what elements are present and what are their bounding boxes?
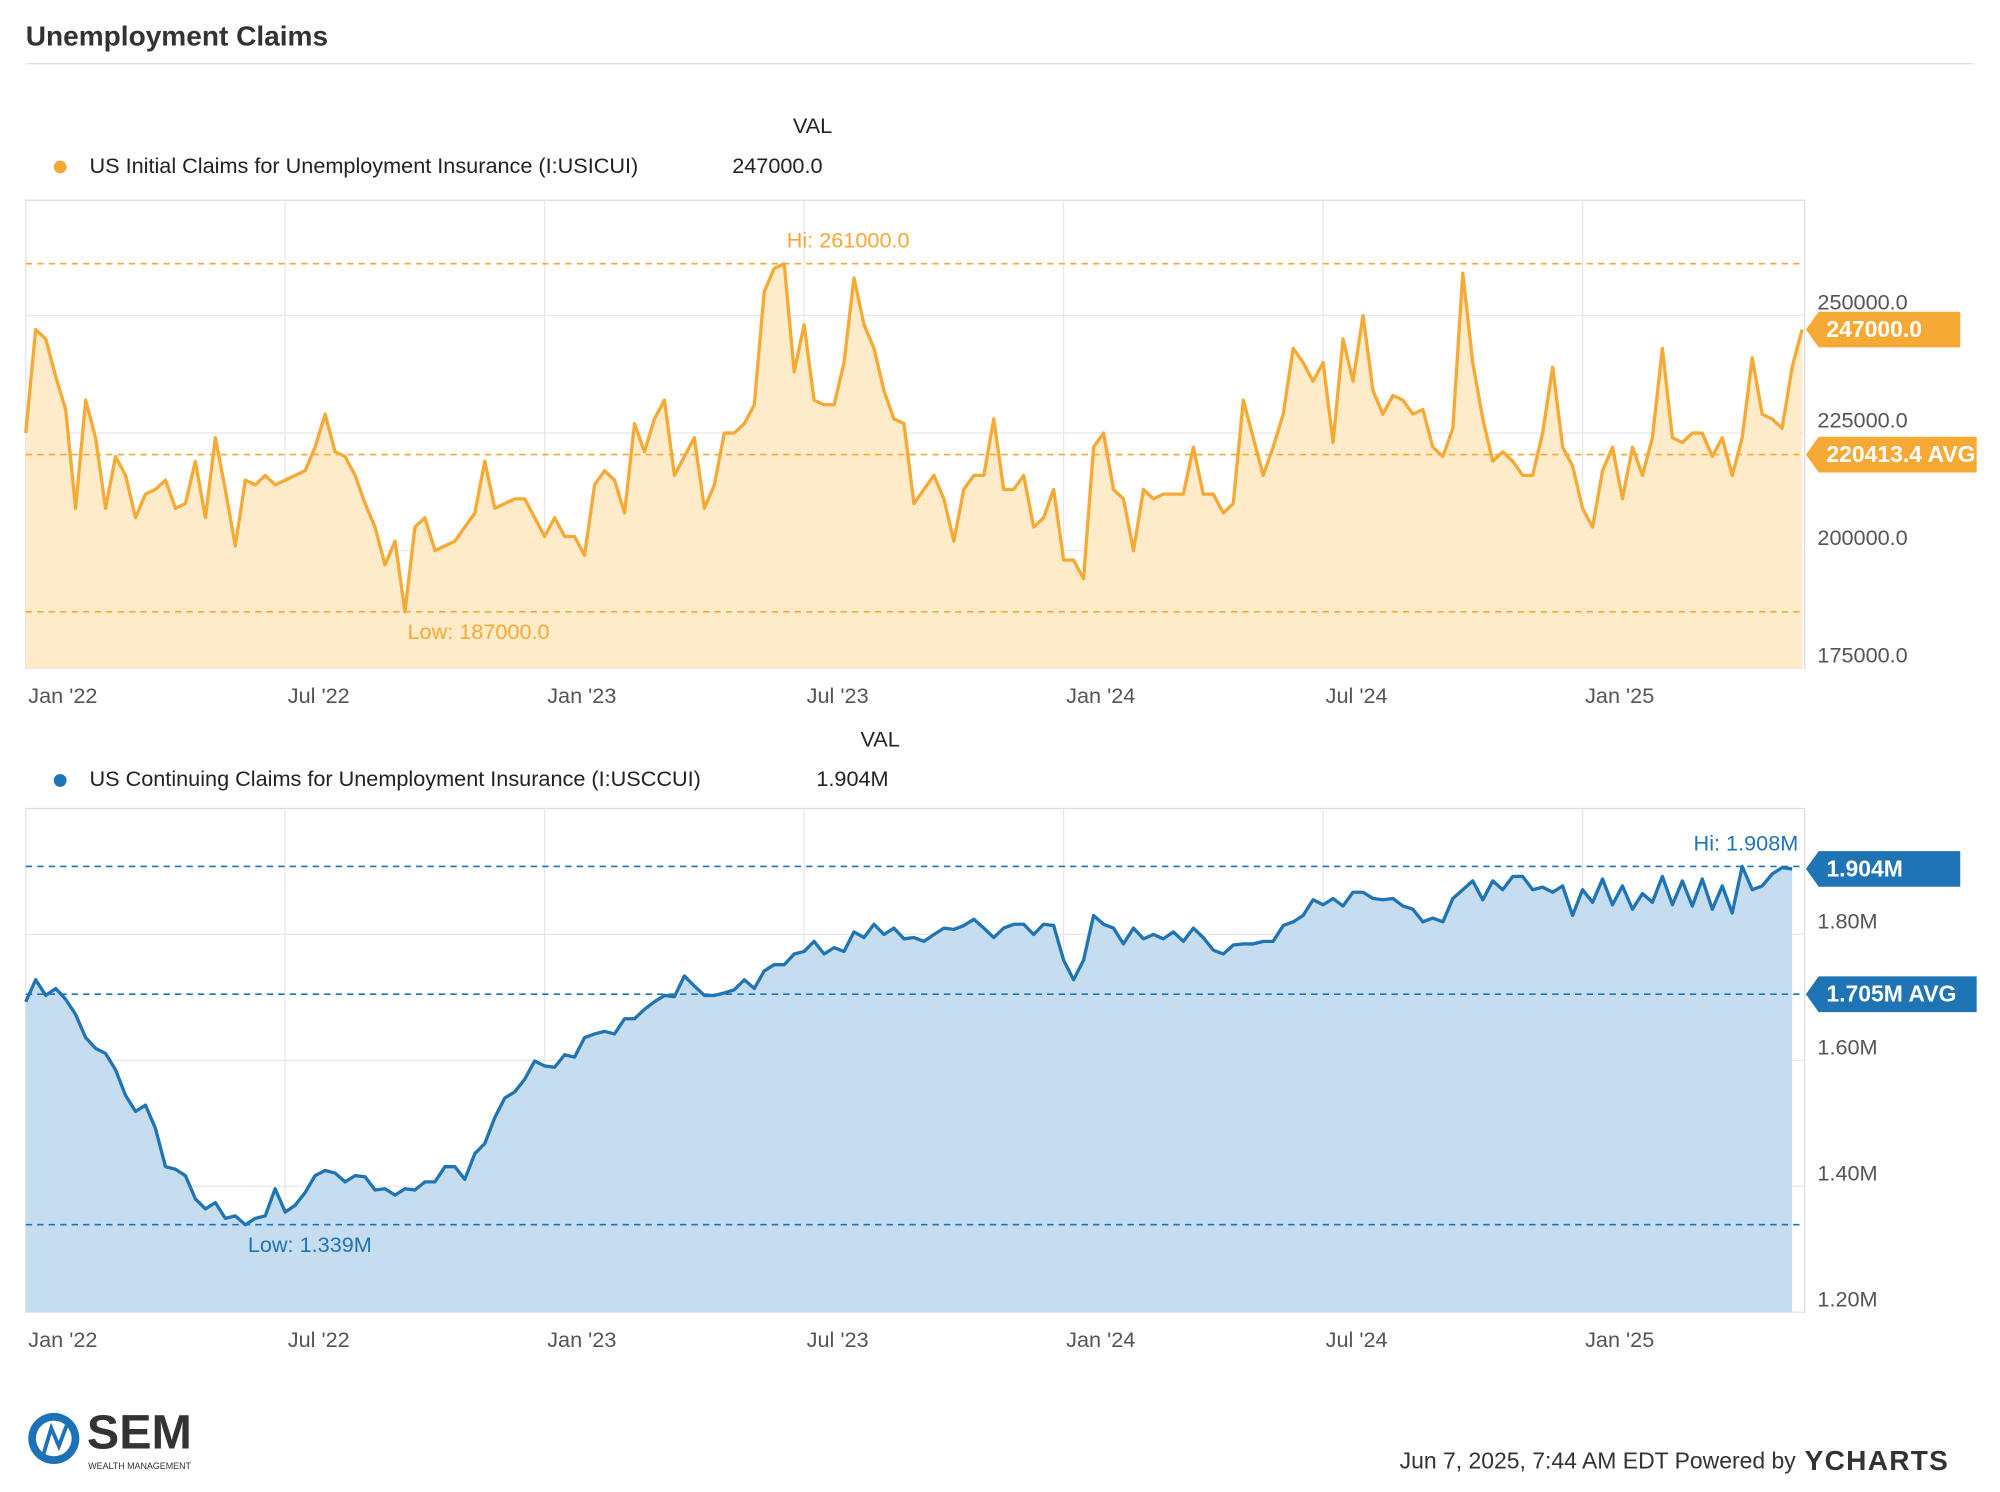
- x-tick-label: Jul '22: [288, 1327, 350, 1352]
- legend-label: US Initial Claims for Unemployment Insur…: [89, 153, 638, 178]
- x-tick-label: Jan '24: [1066, 683, 1135, 708]
- y-tick-label: 225000.0: [1817, 407, 1907, 432]
- current-badge-label: 247000.0: [1826, 316, 1922, 342]
- column-header: VAL: [860, 727, 899, 752]
- average-badge-shape: [1805, 976, 1977, 1013]
- low-label: Low: 1.339M: [248, 1232, 372, 1257]
- average-badge: 220413.4 AVG: [1805, 436, 1977, 473]
- y-tick-label: 250000.0: [1817, 290, 1907, 315]
- x-tick-label: Jan '22: [28, 1327, 97, 1352]
- y-tick-label: 1.20M: [1817, 1286, 1877, 1311]
- x-tick-label: Jan '25: [1585, 683, 1654, 708]
- x-tick-label: Jul '22: [288, 683, 350, 708]
- x-tick-label: Jul '24: [1326, 683, 1388, 708]
- column-header: VAL: [793, 113, 832, 138]
- ycharts-brand: YCHARTS: [1805, 1445, 1950, 1476]
- x-tick-label: Jan '22: [28, 683, 97, 708]
- current-badge: 1.904M: [1805, 851, 1961, 887]
- y-tick-label: 1.40M: [1817, 1161, 1877, 1186]
- x-tick-label: Jan '23: [547, 683, 616, 708]
- x-tick-label: Jul '23: [807, 1327, 869, 1352]
- legend-value: 1.904M: [816, 766, 888, 791]
- average-badge-label: 1.705M AVG: [1826, 981, 1956, 1007]
- legend-marker: [53, 160, 67, 174]
- logo-subtext: WEALTH MANAGEMENT: [88, 1461, 191, 1471]
- average-badge: 1.705M AVG: [1805, 976, 1977, 1013]
- area-fill: [25, 866, 1793, 1313]
- series-line: [24, 262, 1804, 614]
- legend-label: US Continuing Claims for Unemployment In…: [89, 766, 700, 791]
- x-tick-label: Jul '23: [807, 683, 869, 708]
- y-tick-label: 200000.0: [1817, 525, 1907, 550]
- current-badge: 247000.0: [1805, 311, 1961, 348]
- average-badge-label: 220413.4 AVG: [1826, 441, 1975, 467]
- legend-value: 247000.0: [732, 153, 822, 178]
- y-tick-label: 1.60M: [1817, 1035, 1877, 1060]
- timestamp: Jun 7, 2025, 7:44 AM EDT Powered by: [1400, 1448, 1797, 1474]
- current-badge-label: 1.904M: [1826, 855, 1903, 881]
- legend-marker: [53, 774, 67, 787]
- hi-label: Hi: 1.908M: [1694, 830, 1799, 855]
- series-line: [24, 864, 1793, 1227]
- x-tick-label: Jan '25: [1585, 1327, 1654, 1352]
- current-badge-shape: [1805, 311, 1961, 348]
- low-label: Low: 187000.0: [408, 619, 550, 644]
- y-tick-label: 175000.0: [1817, 642, 1907, 667]
- hi-label: Hi: 261000.0: [787, 228, 910, 253]
- y-tick-label: 1.80M: [1817, 909, 1877, 934]
- average-badge-shape: [1805, 436, 1977, 473]
- x-tick-label: Jan '24: [1066, 1327, 1135, 1352]
- area-fill: [25, 263, 1803, 669]
- x-tick-label: Jul '24: [1326, 1327, 1388, 1352]
- logo-text: SEM: [87, 1406, 192, 1460]
- page-title: Unemployment Claims: [26, 21, 328, 52]
- x-tick-label: Jan '23: [547, 1327, 616, 1352]
- current-badge-shape: [1805, 851, 1961, 887]
- sem-logo: SEM WEALTH MANAGEMENT: [28, 1406, 192, 1471]
- logo-mark: [41, 1422, 69, 1455]
